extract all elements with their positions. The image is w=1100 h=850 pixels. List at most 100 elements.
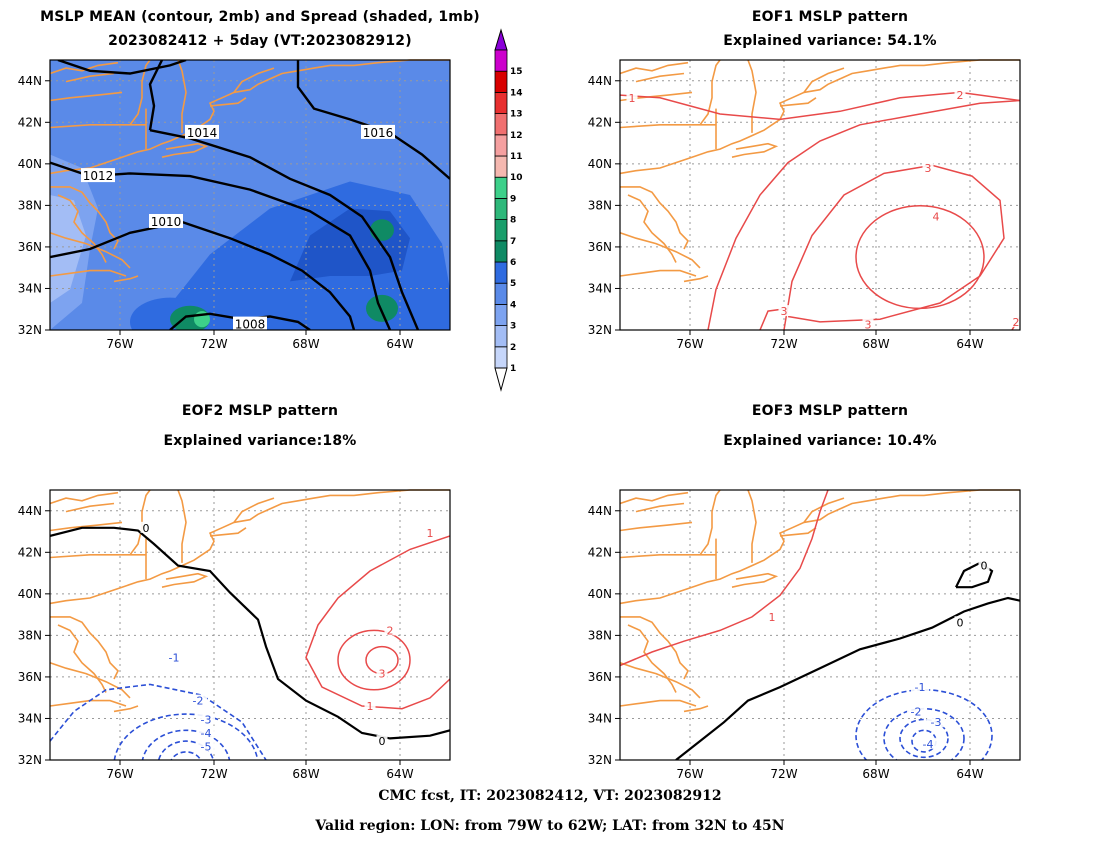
- mean-coastline: [49, 269, 127, 277]
- eof3-label-neg3: -3: [931, 716, 942, 729]
- eof1-lat-tick-label: 42N: [588, 115, 612, 129]
- colorbar-segment: [494, 134, 508, 157]
- eof3-coastline: [731, 572, 779, 588]
- eof1-coastline: [619, 59, 1020, 175]
- eof1-label-3-bottom-bg: [862, 318, 874, 330]
- eof2-contour-2: [337, 629, 411, 691]
- eof2-title-line1: EOF2 MSLP pattern: [181, 403, 339, 419]
- eof3-coastline: [619, 491, 689, 505]
- eof1-coastline: [635, 72, 685, 83]
- eof2-contour-0: [50, 526, 450, 740]
- mean-lat-tick-label: 34N: [18, 281, 42, 295]
- eof2-lat-tick-label: 34N: [18, 711, 42, 725]
- mean-contour-label-1016-bg: [361, 124, 395, 139]
- eof1-label-3-bg: [922, 162, 934, 173]
- mean-coastline: [177, 59, 187, 133]
- eof1-lat-tick-label: 44N: [588, 74, 612, 88]
- eof2-lat-tick-label: 32N: [18, 753, 42, 767]
- eof3-coastline: [619, 662, 701, 699]
- eof1-map: 32N 34N 36N 38N 40N 42N 44N 76W 72W 68W 64W 1 2 3 4 3 3 2: [570, 0, 1100, 380]
- eof1-coastline: [731, 142, 779, 158]
- eof3-lon-tick-label: 72W: [770, 767, 797, 781]
- mean-contour-label-1012: 1012: [83, 169, 114, 183]
- eof1-lon-tick-label: 64W: [956, 337, 983, 351]
- eof2-label-1-south-bg: [364, 700, 376, 711]
- colorbar-segment: [494, 303, 508, 326]
- eof3-coastline: [619, 554, 716, 559]
- eof1-coastline: [619, 232, 701, 269]
- eof1-coastline: [803, 67, 845, 93]
- eof2-label-neg3: -3: [201, 714, 212, 727]
- eof1-label-4-bg: [930, 210, 942, 222]
- eof3-title-line1: EOF3 MSLP pattern: [751, 403, 909, 419]
- eof2-coastline: [49, 554, 146, 559]
- spread-level-2: [50, 195, 86, 303]
- colorbar-segment: [494, 346, 508, 369]
- eof3-label-neg2-bg: [907, 705, 925, 717]
- eof1-coastline: [619, 124, 716, 129]
- eof2-lon-tick-label: 76W: [106, 767, 133, 781]
- colorbar-top-arrow: [494, 28, 508, 51]
- eof3-label-0: 0: [957, 616, 964, 629]
- eof1-lon-tick-label: 68W: [862, 337, 889, 351]
- eof2-lat-tick-label: 38N: [18, 628, 42, 642]
- eof2-coastline: [50, 616, 119, 680]
- mean-lon-tick-label: 68W: [292, 337, 319, 351]
- eof2-contour-neg1: [50, 683, 267, 760]
- eof3-coastline: [747, 489, 757, 563]
- eof1-contours: [620, 91, 1020, 330]
- eof1-contour-4: [855, 205, 985, 310]
- mean-lat-tick-label: 38N: [18, 198, 42, 212]
- eof3-label-1: 1: [769, 611, 776, 624]
- eof3-contour-neg3: [899, 718, 949, 759]
- mean-axes: 32N 34N 36N 38N 40N 42N 44N 76W 72W 68W 64W: [18, 60, 450, 351]
- eof1-lon-tick-label: 76W: [676, 337, 703, 351]
- eof1-coastline-group: [619, 59, 1020, 283]
- eof2-label-3: 3: [379, 668, 386, 681]
- eof2-coastline: [209, 527, 247, 537]
- eof2-label-neg5-bg: [197, 740, 215, 752]
- eof2-contour-neg4: [157, 740, 215, 760]
- colorbar-label: 9: [510, 194, 516, 204]
- eof1-label-2-bg: [954, 89, 966, 101]
- mean-coastline: [49, 91, 123, 102]
- eof3-lon-tick-label: 68W: [862, 767, 889, 781]
- eof2-lon-tick-label: 68W: [292, 767, 319, 781]
- eof2-label-1-bg: [424, 527, 436, 539]
- eof2-label-neg4-bg: [197, 727, 215, 738]
- isobar-1014-west: [148, 60, 164, 131]
- colorbar-segment: [494, 197, 508, 220]
- spread-level-6-ne: [370, 219, 394, 241]
- eof1-label-1: 1: [629, 92, 636, 105]
- eof3-label-1-bg: [766, 610, 778, 622]
- eof2-label-0-bg: [140, 521, 152, 533]
- colorbar-segment: [494, 240, 508, 263]
- mean-coastline: [57, 194, 107, 263]
- eof2-coastline: [49, 699, 127, 707]
- eof2-contour-neg5: [170, 751, 202, 760]
- colorbar-segment: [494, 155, 508, 178]
- eof1-axes: 32N 34N 36N 38N 40N 42N 44N 76W 72W 68W 64W: [588, 60, 1020, 351]
- eof1-label-4: 4: [933, 211, 940, 224]
- eof3-coastline: [803, 497, 845, 523]
- eof1-coastline: [619, 269, 697, 277]
- eof1-contour-3: [783, 164, 1005, 330]
- colorbar-label: 13: [510, 110, 523, 120]
- isobar-1016: [296, 60, 450, 180]
- mean-spread-map: 32N 34N 36N 38N 40N 42N 44N 76W 72W 68W 64W 1016 101…: [0, 0, 520, 380]
- spread-level-6-east: [366, 294, 398, 322]
- footer-forecast-info: CMC fcst, IT: 2023082412, VT: 2023082912: [378, 788, 722, 804]
- mean-coastline: [161, 142, 209, 158]
- mean-lon-tick-label: 64W: [386, 337, 413, 351]
- eof2-label-neg1-bg: [165, 651, 183, 663]
- colorbar-label: 3: [510, 322, 516, 332]
- spread-shading: [50, 60, 450, 330]
- eof3-label-neg4-bg: [919, 737, 937, 749]
- mean-spread-map-svg: 32N 34N 36N 38N 40N 42N 44N 76W 72W 68W 64W 1016 101…: [18, 59, 451, 351]
- eof1-title-line2: Explained variance: 54.1%: [723, 33, 937, 49]
- eof3-label-neg3-bg: [927, 716, 945, 728]
- eof3-lat-tick-label: 34N: [588, 711, 612, 725]
- eof2-coastline: [65, 502, 115, 513]
- colorbar-segment: [494, 176, 508, 199]
- eof2-map-svg: 32N 34N 36N 38N 40N 42N 44N 76W 72W 68W 64W 0 1 2 3 1 0 -…: [18, 489, 451, 781]
